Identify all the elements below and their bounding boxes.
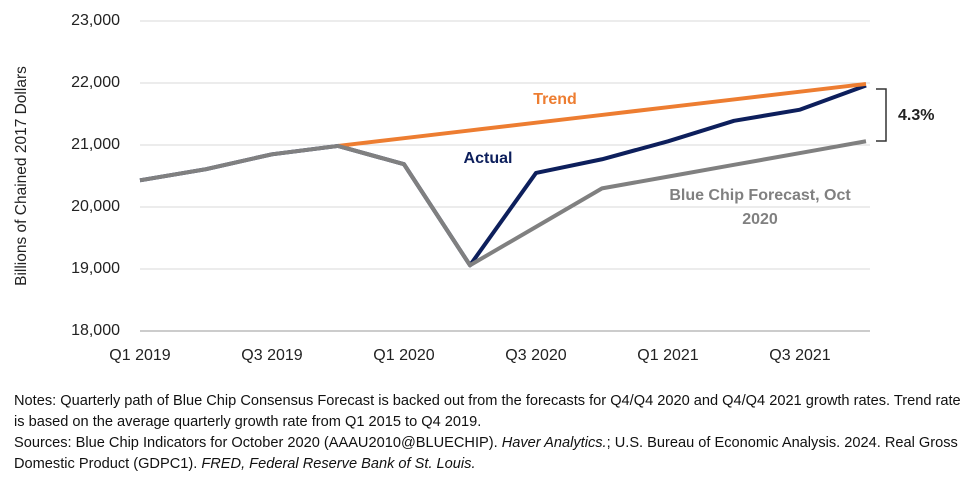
x-tick-label: Q1 2019 xyxy=(109,347,170,364)
x-tick-label: Q1 2021 xyxy=(637,347,698,364)
series-line xyxy=(139,139,867,268)
series-label: Actual xyxy=(463,150,513,167)
note-text: Sources: Blue Chip Indicators for Octobe… xyxy=(14,435,502,451)
x-tick-label: Q3 2021 xyxy=(769,347,830,364)
note-text: ; U.S. Bureau of Economic Analysis. 2024… xyxy=(14,435,958,472)
x-tick-label: Q1 2020 xyxy=(373,347,434,364)
x-tick-label: Q3 2020 xyxy=(505,347,566,364)
notes: Notes: Quarterly path of Blue Chip Conse… xyxy=(14,391,969,475)
chart: Billions of Chained 2017 Dollars 18,000 1… xyxy=(13,12,934,364)
series-line xyxy=(337,81,867,148)
series-line xyxy=(139,83,867,268)
y-axis-label: Billions of Chained 2017 Dollars xyxy=(13,66,30,286)
x-tick-label: Q3 2019 xyxy=(241,347,302,364)
y-tick-label: 21,000 xyxy=(71,136,120,153)
note-paragraph: Notes: Quarterly path of Blue Chip Conse… xyxy=(14,391,969,433)
note-text: Notes: Quarterly path of Blue Chip Conse… xyxy=(14,393,961,430)
annotation: 4.3% xyxy=(898,107,934,124)
y-tick-label: 22,000 xyxy=(71,74,120,91)
y-tick-label: 20,000 xyxy=(71,198,120,215)
note-paragraph: Sources: Blue Chip Indicators for Octobe… xyxy=(14,433,969,475)
y-tick-label: 18,000 xyxy=(71,322,120,339)
series-label: Blue Chip Forecast, Oct 2020 xyxy=(669,187,851,228)
bracket xyxy=(876,88,887,142)
note-text: FRED, Federal Reserve Bank of St. Louis. xyxy=(201,456,476,472)
note-text: Haver Analytics. xyxy=(501,435,607,451)
y-tick-label: 19,000 xyxy=(71,260,120,277)
series-label: Trend xyxy=(533,91,577,108)
y-tick-label: 23,000 xyxy=(71,12,120,29)
